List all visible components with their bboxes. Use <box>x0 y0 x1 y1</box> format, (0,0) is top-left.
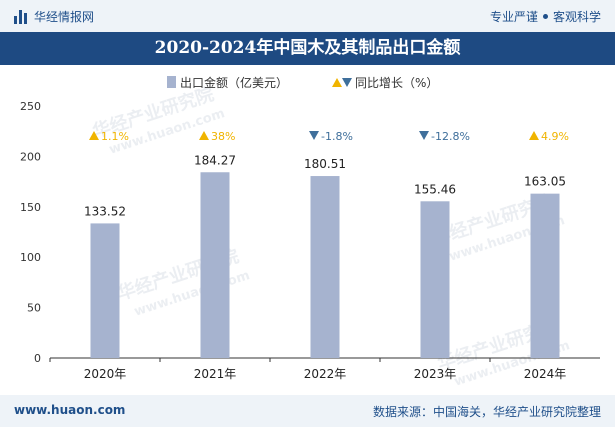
y-tick-label: 50 <box>27 302 41 315</box>
bar-value-label: 155.46 <box>414 182 456 196</box>
growth-label: -1.8% <box>321 130 353 143</box>
brand: 华经情报网 <box>14 8 94 25</box>
y-tick-label: 150 <box>20 201 41 214</box>
x-tick-label: 2022年 <box>304 367 347 381</box>
bar <box>530 193 560 358</box>
title-bar <box>0 32 615 65</box>
growth-label: -12.8% <box>431 130 470 143</box>
brand-name: 华经情报网 <box>34 10 95 24</box>
bar-value-label: 133.52 <box>84 204 126 218</box>
growth-label: 1.1% <box>101 130 129 143</box>
bar-value-label: 184.27 <box>194 153 236 167</box>
chart-title: 2020-2024年中国木及其制品出口金额 <box>154 38 461 58</box>
growth-up-triangle-icon <box>199 131 209 140</box>
bar <box>420 201 450 358</box>
footer-bar: www.huaon.com 数据来源：中国海关，华经产业研究院整理 <box>0 395 615 427</box>
x-tick-label: 2023年 <box>414 367 457 381</box>
x-tick-label: 2020年 <box>84 367 127 381</box>
growth-label: 4.9% <box>541 130 569 143</box>
bar <box>90 223 120 358</box>
footer-source: 数据来源：中国海关，华经产业研究院整理 <box>372 405 601 419</box>
x-tick-label: 2021年 <box>194 367 237 381</box>
header-tag-2: 客观科学 <box>552 10 601 24</box>
y-tick-label: 250 <box>20 100 41 113</box>
top-bar <box>0 0 615 32</box>
bar-value-label: 163.05 <box>524 175 566 189</box>
growth-down-triangle-icon <box>419 131 429 140</box>
growth-up-triangle-icon <box>89 131 99 140</box>
legend-swatch-bar <box>167 76 176 88</box>
header-tag-1: 专业严谨 <box>489 10 538 24</box>
bar-value-label: 180.51 <box>304 157 346 171</box>
y-tick-label: 0 <box>34 352 41 365</box>
legend-down-triangle-icon <box>342 78 352 87</box>
growth-up-triangle-icon <box>529 131 539 140</box>
footer-url: www.huaon.com <box>14 403 126 417</box>
bar <box>200 172 230 358</box>
header-tags: 专业严谨 客观科学 <box>490 8 601 25</box>
brand-logo-icon <box>14 9 28 24</box>
x-tick-label: 2024年 <box>524 367 567 381</box>
legend-label-growth: 同比增长（%） <box>355 76 438 90</box>
bar <box>310 176 340 358</box>
growth-down-triangle-icon <box>309 131 319 140</box>
legend-up-triangle-icon <box>332 78 342 87</box>
dot-icon <box>542 14 548 19</box>
growth-label: 38% <box>211 130 235 143</box>
y-tick-label: 100 <box>20 251 41 264</box>
legend-label-amount: 出口金额（亿美元） <box>180 75 288 90</box>
y-tick-label: 200 <box>20 150 41 163</box>
